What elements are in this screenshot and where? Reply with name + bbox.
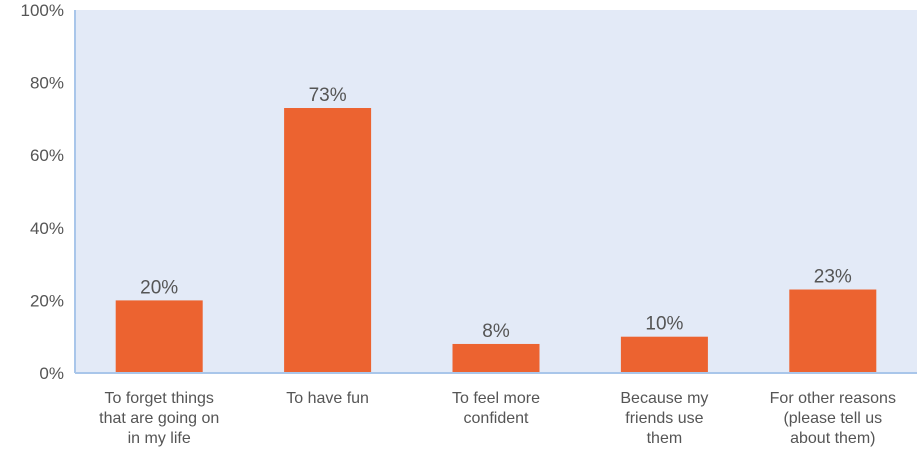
x-tick-label-line: friends use [625,410,703,427]
y-tick-labels: 0% 20% 40% 60% 80% 100% [21,1,64,383]
bar [620,336,708,373]
bar [284,108,372,373]
bar [789,289,877,373]
x-tick-label-line: To feel more [452,390,540,407]
data-label: 73% [309,85,347,106]
x-tick-label: Because my friends use them [620,390,708,447]
x-tick-label: To have fun [286,390,369,407]
y-tick-label: 60% [30,146,64,165]
plot-area [75,10,917,373]
y-tick-label: 80% [30,74,64,93]
data-labels-group: 20% 73% 8% 10% 23% [140,85,852,342]
data-label: 20% [140,277,178,298]
x-tick-label: To feel more confident [452,390,540,427]
x-tick-label-line: confident [464,410,529,427]
x-tick-label-line: in my life [128,430,191,447]
x-tick-label-line: For other reasons [770,390,896,407]
x-tick-label-line: about them) [790,430,875,447]
x-tick-label-line: Because my [620,390,708,407]
x-tick-label-line: that are going on [99,410,219,427]
bar [452,343,540,373]
x-tick-label-line: (please tell us [783,410,882,427]
data-label: 10% [645,314,683,335]
x-tick-label-line: them [647,430,683,447]
y-tick-label: 40% [30,219,64,238]
x-tick-label: For other reasons (please tell us about th… [770,390,896,447]
data-label: 23% [814,267,852,288]
y-tick-label: 0% [39,364,64,383]
y-tick-label: 20% [30,291,64,310]
data-label: 8% [482,321,510,342]
x-tick-label-line: To forget things [104,390,213,407]
x-tick-label-line: To have fun [286,390,369,407]
x-category-labels: To forget things that are going on in my l… [99,390,896,447]
x-tick-label: To forget things that are going on in my l… [99,390,219,447]
bar [115,300,203,373]
bars-group [115,108,877,373]
y-tick-label: 100% [21,1,64,20]
